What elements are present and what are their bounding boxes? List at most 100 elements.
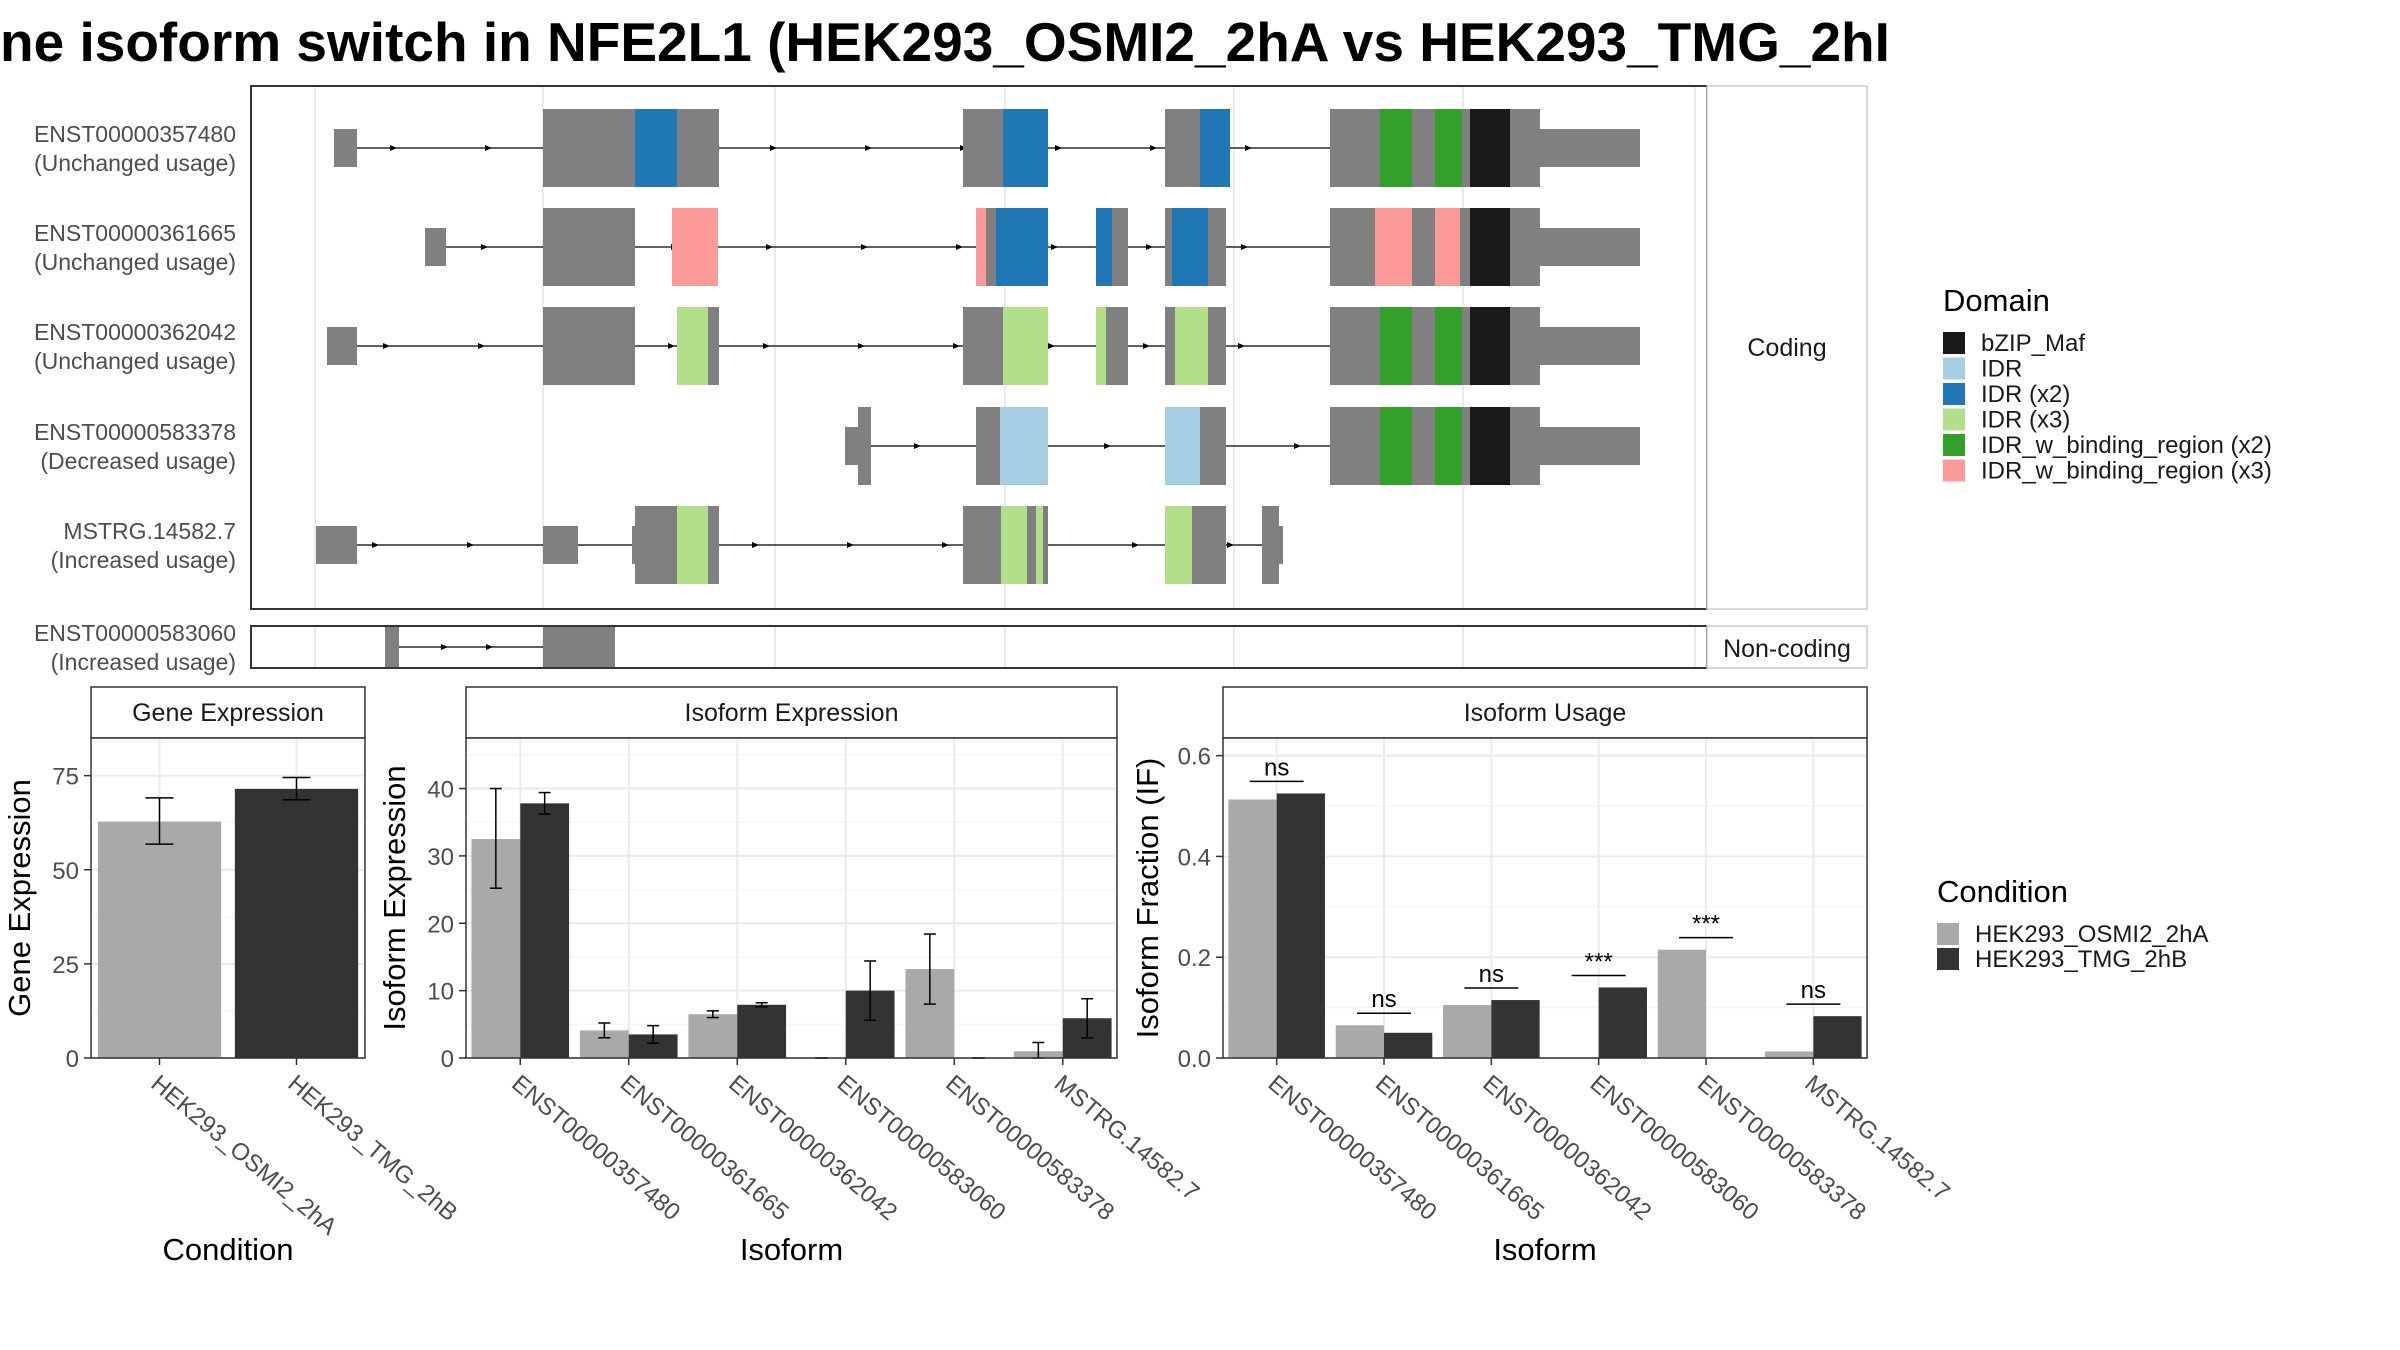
bar (1384, 1032, 1433, 1058)
exon-segment (1462, 109, 1470, 187)
bar (520, 803, 570, 1058)
exon-segment (1003, 109, 1048, 187)
bar (688, 1014, 738, 1058)
exon-segment (1112, 208, 1128, 286)
transcript-usage-label: (Increased usage) (51, 649, 236, 675)
exon-segment (1470, 407, 1510, 485)
exon-segment (1165, 109, 1200, 187)
exon-segment (1380, 307, 1412, 385)
exon-segment (316, 526, 357, 564)
exon-segment (976, 407, 1000, 485)
exon-segment (1192, 506, 1226, 584)
exon-segment (672, 208, 718, 286)
bar (628, 1034, 678, 1058)
transcript-usage-label: (Unchanged usage) (34, 249, 236, 275)
intron-arrow (770, 145, 777, 151)
exon-segment (963, 109, 1003, 187)
exon-segment (1412, 109, 1435, 187)
domain-legend-swatch (1943, 408, 1965, 431)
intron-arrow (1048, 343, 1055, 349)
bar (1335, 1025, 1384, 1058)
exon-segment (996, 208, 1048, 286)
exon-segment (1435, 109, 1462, 187)
condition-legend-title: Condition (1937, 874, 2068, 909)
condition-legend-label: HEK293_TMG_2hB (1975, 946, 2187, 973)
y-tick-label: 0.2 (1178, 945, 1211, 972)
transcript-id-label: ENST00000357480 (34, 121, 236, 147)
exon-segment (1375, 208, 1412, 286)
exon-segment (1380, 109, 1412, 187)
exon-segment (1510, 307, 1540, 385)
exon-segment (543, 627, 615, 667)
exon-segment (1200, 109, 1230, 187)
bar (97, 821, 222, 1058)
intron-arrow (858, 343, 865, 349)
y-tick-label: 0.4 (1178, 844, 1211, 871)
intron-arrow (441, 644, 448, 650)
exon-segment (635, 109, 677, 187)
exon-segment (1208, 208, 1226, 286)
y-tick-label: 0 (66, 1046, 79, 1073)
intron-arrow (766, 244, 773, 250)
exon-segment (1540, 228, 1640, 266)
exon-segment (543, 526, 578, 564)
significance-label: ns (1371, 986, 1396, 1013)
transcript-usage-label: (Decreased usage) (40, 448, 236, 474)
y-tick-label: 0.0 (1178, 1046, 1211, 1073)
exon-segment (1540, 327, 1640, 365)
exon-segment (1003, 307, 1048, 385)
domain-legend-label: IDR (x2) (1981, 381, 2070, 408)
plot-background (1223, 738, 1867, 1058)
transcript-id-label: MSTRG.14582.7 (63, 518, 236, 544)
significance-label: ns (1801, 977, 1826, 1004)
bar (1598, 987, 1647, 1058)
domain-legend-swatch (1943, 357, 1965, 380)
chart-strip (90, 686, 366, 739)
intron-arrow (1051, 244, 1058, 250)
intron-arrow (1238, 343, 1245, 349)
exon-segment (986, 208, 996, 286)
noncoding-strip (1706, 625, 1868, 669)
exon-segment (1412, 407, 1435, 485)
bar (1228, 799, 1277, 1058)
intron-arrow (1132, 542, 1139, 548)
exon-segment (1000, 407, 1048, 485)
isoform-expression-chart: Isoform Expression010203040ENST000003574… (377, 686, 1204, 1267)
exon-segment (327, 327, 357, 365)
domain-legend-label: IDR (x3) (1981, 407, 2070, 434)
exon-segment (1510, 407, 1540, 485)
intron-arrow (1150, 145, 1157, 151)
exon-segment (1412, 208, 1435, 286)
intron-arrow (1245, 145, 1252, 151)
exon-segment (1435, 307, 1462, 385)
exon-segment (1200, 407, 1226, 485)
intron-arrow (861, 244, 868, 250)
intron-arrow (1143, 343, 1150, 349)
plot-frame (465, 737, 1118, 1059)
exon-segment (1510, 109, 1540, 187)
intron-arrow (1146, 244, 1153, 250)
domain-legend-swatch (1943, 459, 1965, 482)
exon-segment (708, 506, 719, 584)
intron-arrow (467, 542, 474, 548)
exon-segment (1036, 506, 1043, 584)
exon-segment (1208, 307, 1226, 385)
transcript-structure-panel: Coding Non-coding ENST00000357480 (Unchange… (34, 85, 1868, 675)
y-axis-title: Isoform Expression (377, 765, 412, 1030)
plot-frame (1222, 737, 1868, 1059)
chart-strip (1222, 686, 1868, 739)
chart-title: Isoform Usage (1464, 699, 1627, 727)
exon-segment (1470, 208, 1510, 286)
intron-arrow (390, 145, 397, 151)
exon-segment (1330, 109, 1380, 187)
transcript-id-label: ENST00000583378 (34, 419, 236, 445)
intron-arrow (914, 443, 921, 449)
condition-legend-swatch (1937, 948, 1959, 970)
domain-legend-label: bZIP_Maf (1981, 330, 2085, 357)
intron-arrow (1227, 542, 1234, 548)
transcript-id-label: ENST00000583060 (34, 620, 236, 646)
exon-segment (543, 208, 635, 286)
plot-background (466, 738, 1117, 1058)
chart-strip (465, 686, 1118, 739)
